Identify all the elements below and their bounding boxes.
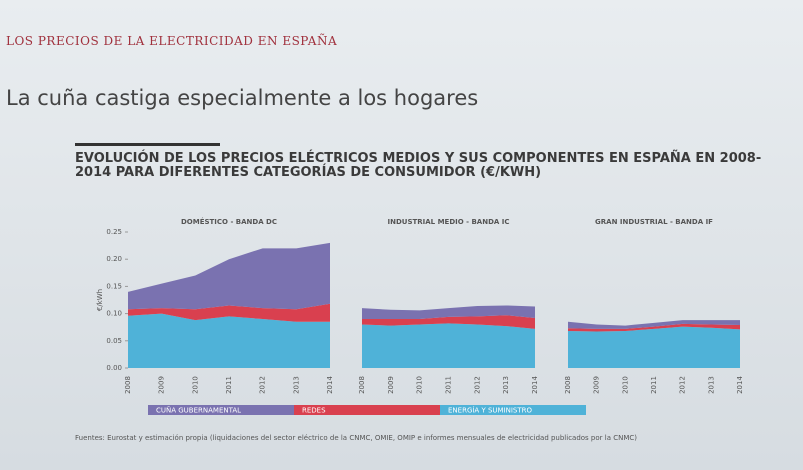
area xyxy=(362,323,535,368)
panel-title: DOMÉSTICO - BANDA DC xyxy=(181,217,277,226)
y-tick-label: 0.10 xyxy=(106,310,122,318)
x-tick-label: 2012 xyxy=(259,376,267,394)
x-tick-label: 2009 xyxy=(158,376,166,394)
source: Fuentes: Eurostat y estimación propia (l… xyxy=(75,434,755,443)
x-tick-label: 2014 xyxy=(736,376,744,394)
x-tick-label: 2009 xyxy=(593,376,601,394)
x-tick-label: 2011 xyxy=(225,376,233,394)
y-tick-label: 0.15 xyxy=(106,282,122,290)
panel-title: INDUSTRIAL MEDIO - BANDA IC xyxy=(388,218,510,226)
slide: LOS PRECIOS DE LA ELECTRICIDAD EN ESPAÑA… xyxy=(0,0,803,470)
x-tick-label: 2010 xyxy=(416,376,424,394)
legend-label: REDES xyxy=(302,407,326,415)
legend-label: ENERGÍA Y SUMINISTRO xyxy=(448,406,533,415)
x-tick-label: 2012 xyxy=(679,376,687,394)
x-tick-label: 2008 xyxy=(358,376,366,394)
area xyxy=(568,327,740,368)
x-tick-label: 2008 xyxy=(564,376,572,394)
x-tick-label: 2008 xyxy=(124,376,132,394)
x-tick-label: 2012 xyxy=(473,376,481,394)
x-tick-label: 2013 xyxy=(502,376,510,394)
x-tick-label: 2013 xyxy=(292,376,300,394)
x-tick-label: 2010 xyxy=(191,376,199,394)
x-tick-label: 2010 xyxy=(621,376,629,394)
x-tick-label: 2009 xyxy=(387,376,395,394)
x-tick-label: 2011 xyxy=(650,376,658,394)
y-axis-label: €/kWh xyxy=(96,289,104,311)
panel-title: GRAN INDUSTRIAL - BANDA IF xyxy=(595,218,713,226)
x-tick-label: 2013 xyxy=(707,376,715,394)
chart: DOMÉSTICO - BANDA DC 2008 2009 2010 2011 2012… xyxy=(0,0,803,470)
legend-label: CUÑA GUBERNAMENTAL xyxy=(156,406,241,415)
x-tick-label: 2014 xyxy=(531,376,539,394)
y-tick-label: 0.05 xyxy=(106,337,122,345)
y-tick-label: 0.25 xyxy=(106,228,122,236)
y-tick-label: 0.00 xyxy=(106,364,122,372)
y-tick-label: 0.20 xyxy=(106,255,122,263)
x-tick-label: 2014 xyxy=(326,376,334,394)
x-tick-label: 2011 xyxy=(445,376,453,394)
area xyxy=(128,243,330,309)
